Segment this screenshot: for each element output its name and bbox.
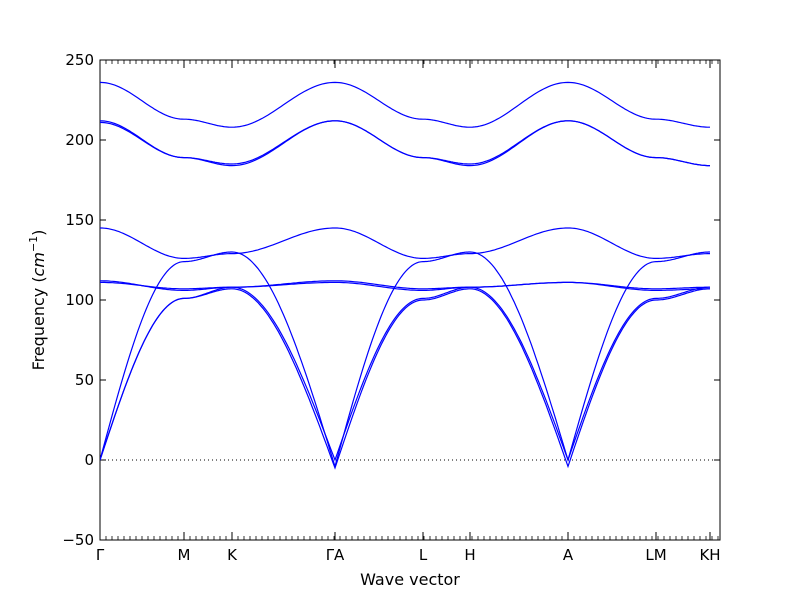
y-tick-label: 250	[65, 51, 94, 69]
band-line-9	[100, 81, 710, 128]
band-line-6	[100, 227, 710, 259]
y-axis-ticks: −50 0 50 100 150 200 250	[62, 51, 720, 549]
x-tick-label: LM	[645, 546, 666, 564]
plot-frame	[99, 59, 721, 541]
x-tick-label: A	[563, 546, 574, 564]
x-tick-label: KH	[699, 546, 720, 564]
x-tick-label: Γ	[96, 546, 105, 564]
y-tick-label: −50	[62, 531, 94, 549]
band-line-5	[100, 280, 710, 291]
y-tick-label: 150	[65, 211, 94, 229]
band-line-8	[100, 120, 710, 167]
phonon-bands	[100, 81, 710, 470]
x-tick-label: M	[178, 546, 191, 564]
x-axis-ticks: Γ M K ΓA L H A LM KH	[96, 60, 721, 564]
x-minor-ticks	[105, 60, 719, 540]
y-tick-label: 100	[65, 291, 94, 309]
x-tick-label: ΓA	[326, 546, 345, 564]
y-tick-label: 50	[75, 371, 94, 389]
x-tick-label: H	[464, 546, 475, 564]
y-tick-label: 200	[65, 131, 94, 149]
x-tick-label: K	[227, 546, 238, 564]
band-line-2	[100, 288, 710, 470]
x-axis-title: Wave vector	[360, 570, 460, 589]
y-tick-label: 0	[84, 451, 94, 469]
y-axis-title: Frequency (cm−1)	[27, 230, 48, 371]
x-tick-label: L	[419, 546, 428, 564]
band-line-4	[100, 281, 710, 291]
